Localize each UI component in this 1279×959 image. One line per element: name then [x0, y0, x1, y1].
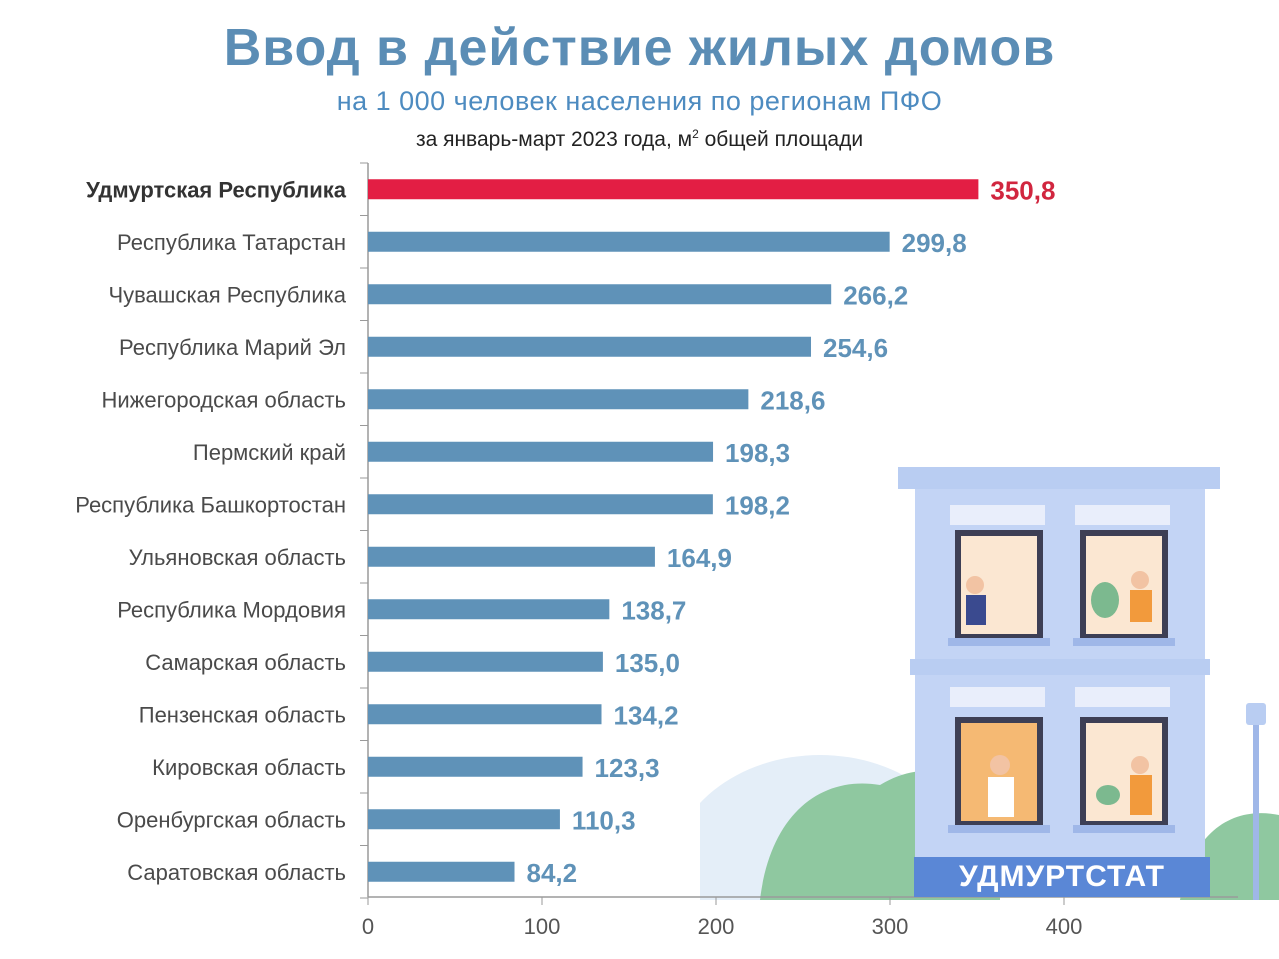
value-label-1: 350,8	[990, 175, 1055, 205]
value-label-10: 135,0	[615, 648, 680, 678]
category-label-4: Республика Марий Эл	[119, 335, 346, 360]
chart-subtitle: на 1 000 человек населения по регионам П…	[336, 86, 943, 116]
category-label-12: Кировская область	[152, 755, 346, 780]
value-label-12: 123,3	[595, 753, 660, 783]
bar-1	[368, 179, 979, 200]
x-tick-label-200: 200	[698, 914, 735, 939]
value-label-6: 198,3	[725, 438, 790, 468]
x-tick-label-300: 300	[872, 914, 909, 939]
value-label-13: 110,3	[572, 805, 636, 835]
bar-9	[368, 599, 610, 620]
category-label-7: Республика Башкортостан	[75, 492, 346, 517]
bar-8	[368, 546, 655, 567]
x-tick-label-400: 400	[1046, 914, 1083, 939]
value-label-5: 218,6	[760, 385, 825, 415]
bar-11	[368, 704, 602, 725]
period-text: за январь-март 2023 года, м	[415, 128, 693, 151]
value-labels-group: 350,8 299,8 266,2 254,6 218,6 198,3 198,2 164,9…	[527, 175, 1056, 888]
category-label-1: Удмуртская Республика	[86, 177, 347, 202]
category-label-6: Пермский край	[193, 440, 346, 465]
category-label-9: Республика Мордовия	[117, 597, 346, 622]
x-tick-label-0: 0	[362, 914, 374, 939]
period-sup: 2	[692, 127, 699, 141]
bar-14	[368, 861, 515, 882]
bar-12	[368, 756, 583, 777]
chart-period: за январь-март 2023 года, м2 общей площа…	[0, 127, 1279, 152]
bars-group	[368, 179, 979, 882]
value-label-7: 198,2	[725, 490, 790, 520]
bar-7	[368, 494, 713, 515]
category-label-3: Чувашская Республика	[108, 282, 346, 307]
x-tick-label-100: 100	[524, 914, 561, 939]
value-label-3: 266,2	[843, 280, 908, 310]
bar-5	[368, 389, 749, 410]
bar-2	[368, 231, 890, 252]
value-label-11: 134,2	[614, 700, 679, 730]
value-label-8: 164,9	[667, 543, 732, 573]
bar-13	[368, 809, 560, 830]
category-label-11: Пензенская область	[139, 702, 346, 727]
value-label-14: 84,2	[527, 858, 578, 888]
category-labels-group: Удмуртская Республика Республика Татарста…	[75, 177, 347, 885]
value-label-2: 299,8	[902, 228, 967, 258]
bar-4	[368, 336, 812, 357]
category-label-13: Оренбургская область	[117, 807, 346, 832]
bar-3	[368, 284, 832, 305]
y-category-ticks	[360, 162, 368, 899]
category-label-5: Нижегородская область	[101, 387, 346, 412]
category-label-2: Республика Татарстан	[117, 230, 346, 255]
period-tail: общей площади	[698, 128, 864, 151]
bar-6	[368, 441, 714, 462]
chart-title: Ввод в действие жилых домов	[223, 19, 1056, 77]
value-label-4: 254,6	[823, 333, 888, 363]
bar-10	[368, 651, 603, 672]
x-axis-ticks: 0 100 200 300 400	[362, 897, 1082, 939]
category-label-14: Саратовская область	[127, 860, 346, 885]
value-label-9: 138,7	[621, 595, 686, 625]
category-label-10: Самарская область	[145, 650, 346, 675]
brand-badge: УДМУРТСТАТ	[914, 857, 1210, 897]
category-label-8: Ульяновская область	[129, 545, 346, 570]
